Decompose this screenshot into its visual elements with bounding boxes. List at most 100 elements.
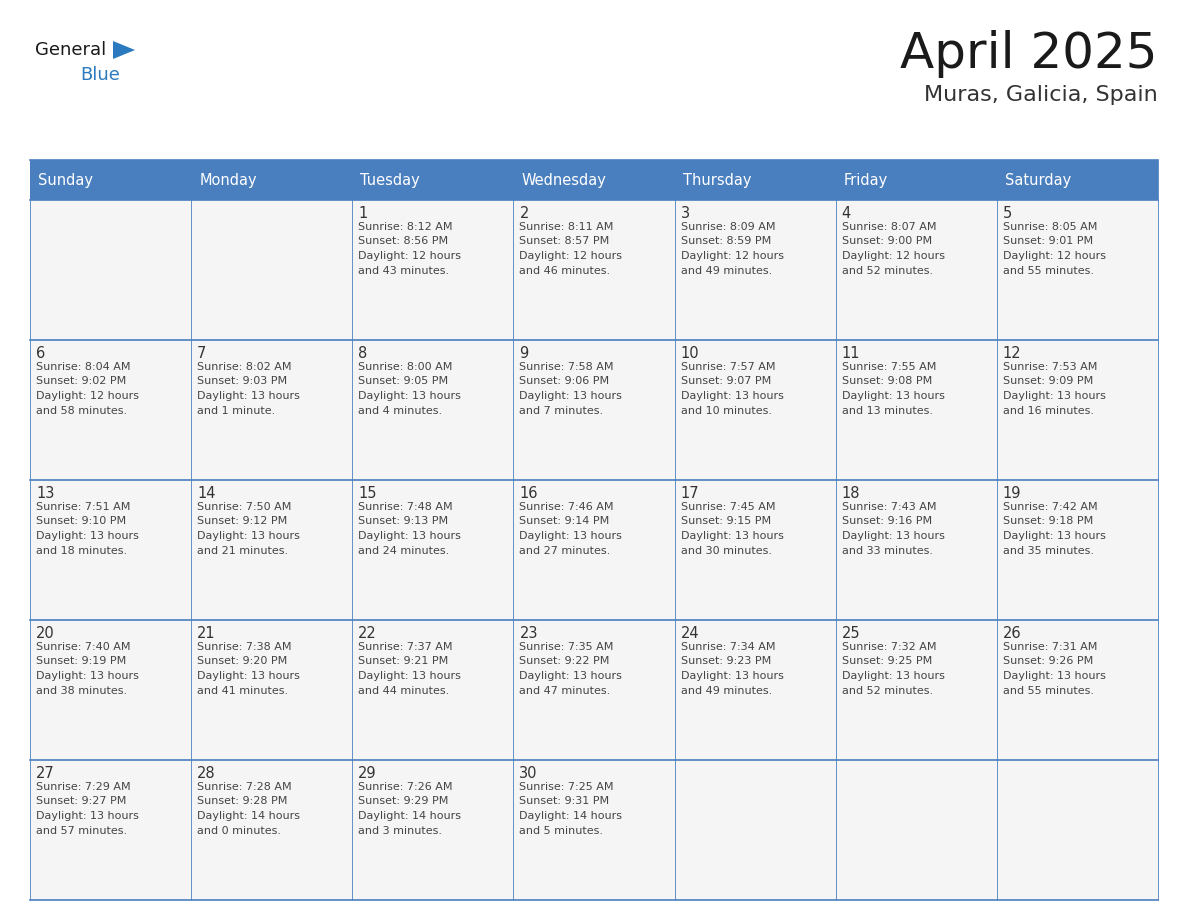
Bar: [997, 200, 1158, 340]
Text: Sunrise: 7:55 AM: Sunrise: 7:55 AM: [842, 362, 936, 372]
Text: 4: 4: [842, 206, 851, 221]
Text: and 44 minutes.: and 44 minutes.: [359, 686, 449, 696]
Bar: [513, 200, 675, 340]
Text: Sunset: 9:02 PM: Sunset: 9:02 PM: [36, 376, 126, 386]
Text: Sunset: 8:59 PM: Sunset: 8:59 PM: [681, 237, 771, 247]
Text: Sunrise: 8:11 AM: Sunrise: 8:11 AM: [519, 222, 614, 232]
Text: Sunrise: 7:37 AM: Sunrise: 7:37 AM: [359, 642, 453, 652]
Text: Sunrise: 7:46 AM: Sunrise: 7:46 AM: [519, 502, 614, 512]
Text: Sunrise: 7:45 AM: Sunrise: 7:45 AM: [681, 502, 775, 512]
Text: Daylight: 12 hours: Daylight: 12 hours: [681, 251, 784, 261]
Text: Sunrise: 7:38 AM: Sunrise: 7:38 AM: [197, 642, 291, 652]
Text: Daylight: 12 hours: Daylight: 12 hours: [519, 251, 623, 261]
Bar: [835, 200, 997, 340]
Text: Daylight: 13 hours: Daylight: 13 hours: [842, 671, 944, 681]
Text: Sunset: 9:14 PM: Sunset: 9:14 PM: [519, 517, 609, 527]
Bar: [835, 480, 997, 620]
Bar: [30, 340, 191, 480]
Text: 5: 5: [1003, 206, 1012, 221]
Text: Sunrise: 7:48 AM: Sunrise: 7:48 AM: [359, 502, 453, 512]
Text: Sunrise: 7:29 AM: Sunrise: 7:29 AM: [36, 782, 131, 792]
Text: and 49 minutes.: and 49 minutes.: [681, 265, 772, 275]
Text: 22: 22: [359, 626, 377, 641]
Text: 21: 21: [197, 626, 216, 641]
Text: and 5 minutes.: and 5 minutes.: [519, 825, 604, 835]
Text: 15: 15: [359, 486, 377, 501]
Bar: [997, 480, 1158, 620]
Text: Thursday: Thursday: [683, 173, 751, 187]
Text: 28: 28: [197, 766, 216, 781]
Text: Sunrise: 7:57 AM: Sunrise: 7:57 AM: [681, 362, 775, 372]
Text: Sunset: 9:10 PM: Sunset: 9:10 PM: [36, 517, 126, 527]
Text: 24: 24: [681, 626, 700, 641]
Bar: [675, 160, 835, 200]
Text: Daylight: 14 hours: Daylight: 14 hours: [197, 811, 301, 821]
Text: Sunset: 9:07 PM: Sunset: 9:07 PM: [681, 376, 771, 386]
Text: Daylight: 12 hours: Daylight: 12 hours: [36, 391, 139, 401]
Bar: [835, 620, 997, 760]
Text: 11: 11: [842, 346, 860, 361]
Text: 2: 2: [519, 206, 529, 221]
Text: Sunrise: 7:25 AM: Sunrise: 7:25 AM: [519, 782, 614, 792]
Text: Daylight: 13 hours: Daylight: 13 hours: [1003, 391, 1106, 401]
Bar: [191, 340, 353, 480]
Text: Sunrise: 8:09 AM: Sunrise: 8:09 AM: [681, 222, 775, 232]
Text: Sunset: 9:01 PM: Sunset: 9:01 PM: [1003, 237, 1093, 247]
Text: Daylight: 13 hours: Daylight: 13 hours: [1003, 671, 1106, 681]
Bar: [353, 160, 513, 200]
Text: 14: 14: [197, 486, 216, 501]
Bar: [513, 760, 675, 900]
Text: Sunrise: 8:05 AM: Sunrise: 8:05 AM: [1003, 222, 1098, 232]
Text: Sunset: 9:28 PM: Sunset: 9:28 PM: [197, 797, 287, 807]
Text: Daylight: 13 hours: Daylight: 13 hours: [519, 391, 623, 401]
Bar: [513, 160, 675, 200]
Text: 1: 1: [359, 206, 367, 221]
Text: Wednesday: Wednesday: [522, 173, 606, 187]
Bar: [997, 340, 1158, 480]
Text: Sunset: 8:56 PM: Sunset: 8:56 PM: [359, 237, 448, 247]
Text: and 30 minutes.: and 30 minutes.: [681, 545, 771, 555]
Text: 18: 18: [842, 486, 860, 501]
Bar: [353, 620, 513, 760]
Text: 20: 20: [36, 626, 55, 641]
Text: Daylight: 14 hours: Daylight: 14 hours: [519, 811, 623, 821]
Text: Sunrise: 7:26 AM: Sunrise: 7:26 AM: [359, 782, 453, 792]
Text: Sunset: 9:19 PM: Sunset: 9:19 PM: [36, 656, 126, 666]
Text: 16: 16: [519, 486, 538, 501]
Bar: [191, 620, 353, 760]
Text: Sunday: Sunday: [38, 173, 93, 187]
Text: and 38 minutes.: and 38 minutes.: [36, 686, 127, 696]
Text: General: General: [34, 41, 106, 59]
Text: Sunrise: 7:31 AM: Sunrise: 7:31 AM: [1003, 642, 1098, 652]
Bar: [30, 200, 191, 340]
Text: Daylight: 13 hours: Daylight: 13 hours: [36, 811, 139, 821]
Text: Sunset: 9:03 PM: Sunset: 9:03 PM: [197, 376, 287, 386]
Text: and 4 minutes.: and 4 minutes.: [359, 406, 442, 416]
Bar: [513, 340, 675, 480]
Text: Sunrise: 7:28 AM: Sunrise: 7:28 AM: [197, 782, 292, 792]
Text: Sunset: 9:21 PM: Sunset: 9:21 PM: [359, 656, 449, 666]
Text: Daylight: 12 hours: Daylight: 12 hours: [359, 251, 461, 261]
Text: Daylight: 13 hours: Daylight: 13 hours: [681, 531, 783, 541]
Bar: [675, 620, 835, 760]
Text: 29: 29: [359, 766, 377, 781]
Bar: [997, 620, 1158, 760]
Text: 25: 25: [842, 626, 860, 641]
Text: Sunrise: 7:32 AM: Sunrise: 7:32 AM: [842, 642, 936, 652]
Text: and 35 minutes.: and 35 minutes.: [1003, 545, 1094, 555]
Text: Tuesday: Tuesday: [360, 173, 421, 187]
Text: Sunset: 9:23 PM: Sunset: 9:23 PM: [681, 656, 771, 666]
Text: Daylight: 13 hours: Daylight: 13 hours: [359, 531, 461, 541]
Text: 23: 23: [519, 626, 538, 641]
Text: Sunset: 9:25 PM: Sunset: 9:25 PM: [842, 656, 931, 666]
Bar: [675, 340, 835, 480]
Bar: [191, 200, 353, 340]
Text: 26: 26: [1003, 626, 1022, 641]
Text: Sunset: 9:00 PM: Sunset: 9:00 PM: [842, 237, 931, 247]
Bar: [997, 760, 1158, 900]
Text: and 57 minutes.: and 57 minutes.: [36, 825, 127, 835]
Bar: [675, 480, 835, 620]
Text: and 10 minutes.: and 10 minutes.: [681, 406, 771, 416]
Text: Sunrise: 8:12 AM: Sunrise: 8:12 AM: [359, 222, 453, 232]
Text: and 41 minutes.: and 41 minutes.: [197, 686, 289, 696]
